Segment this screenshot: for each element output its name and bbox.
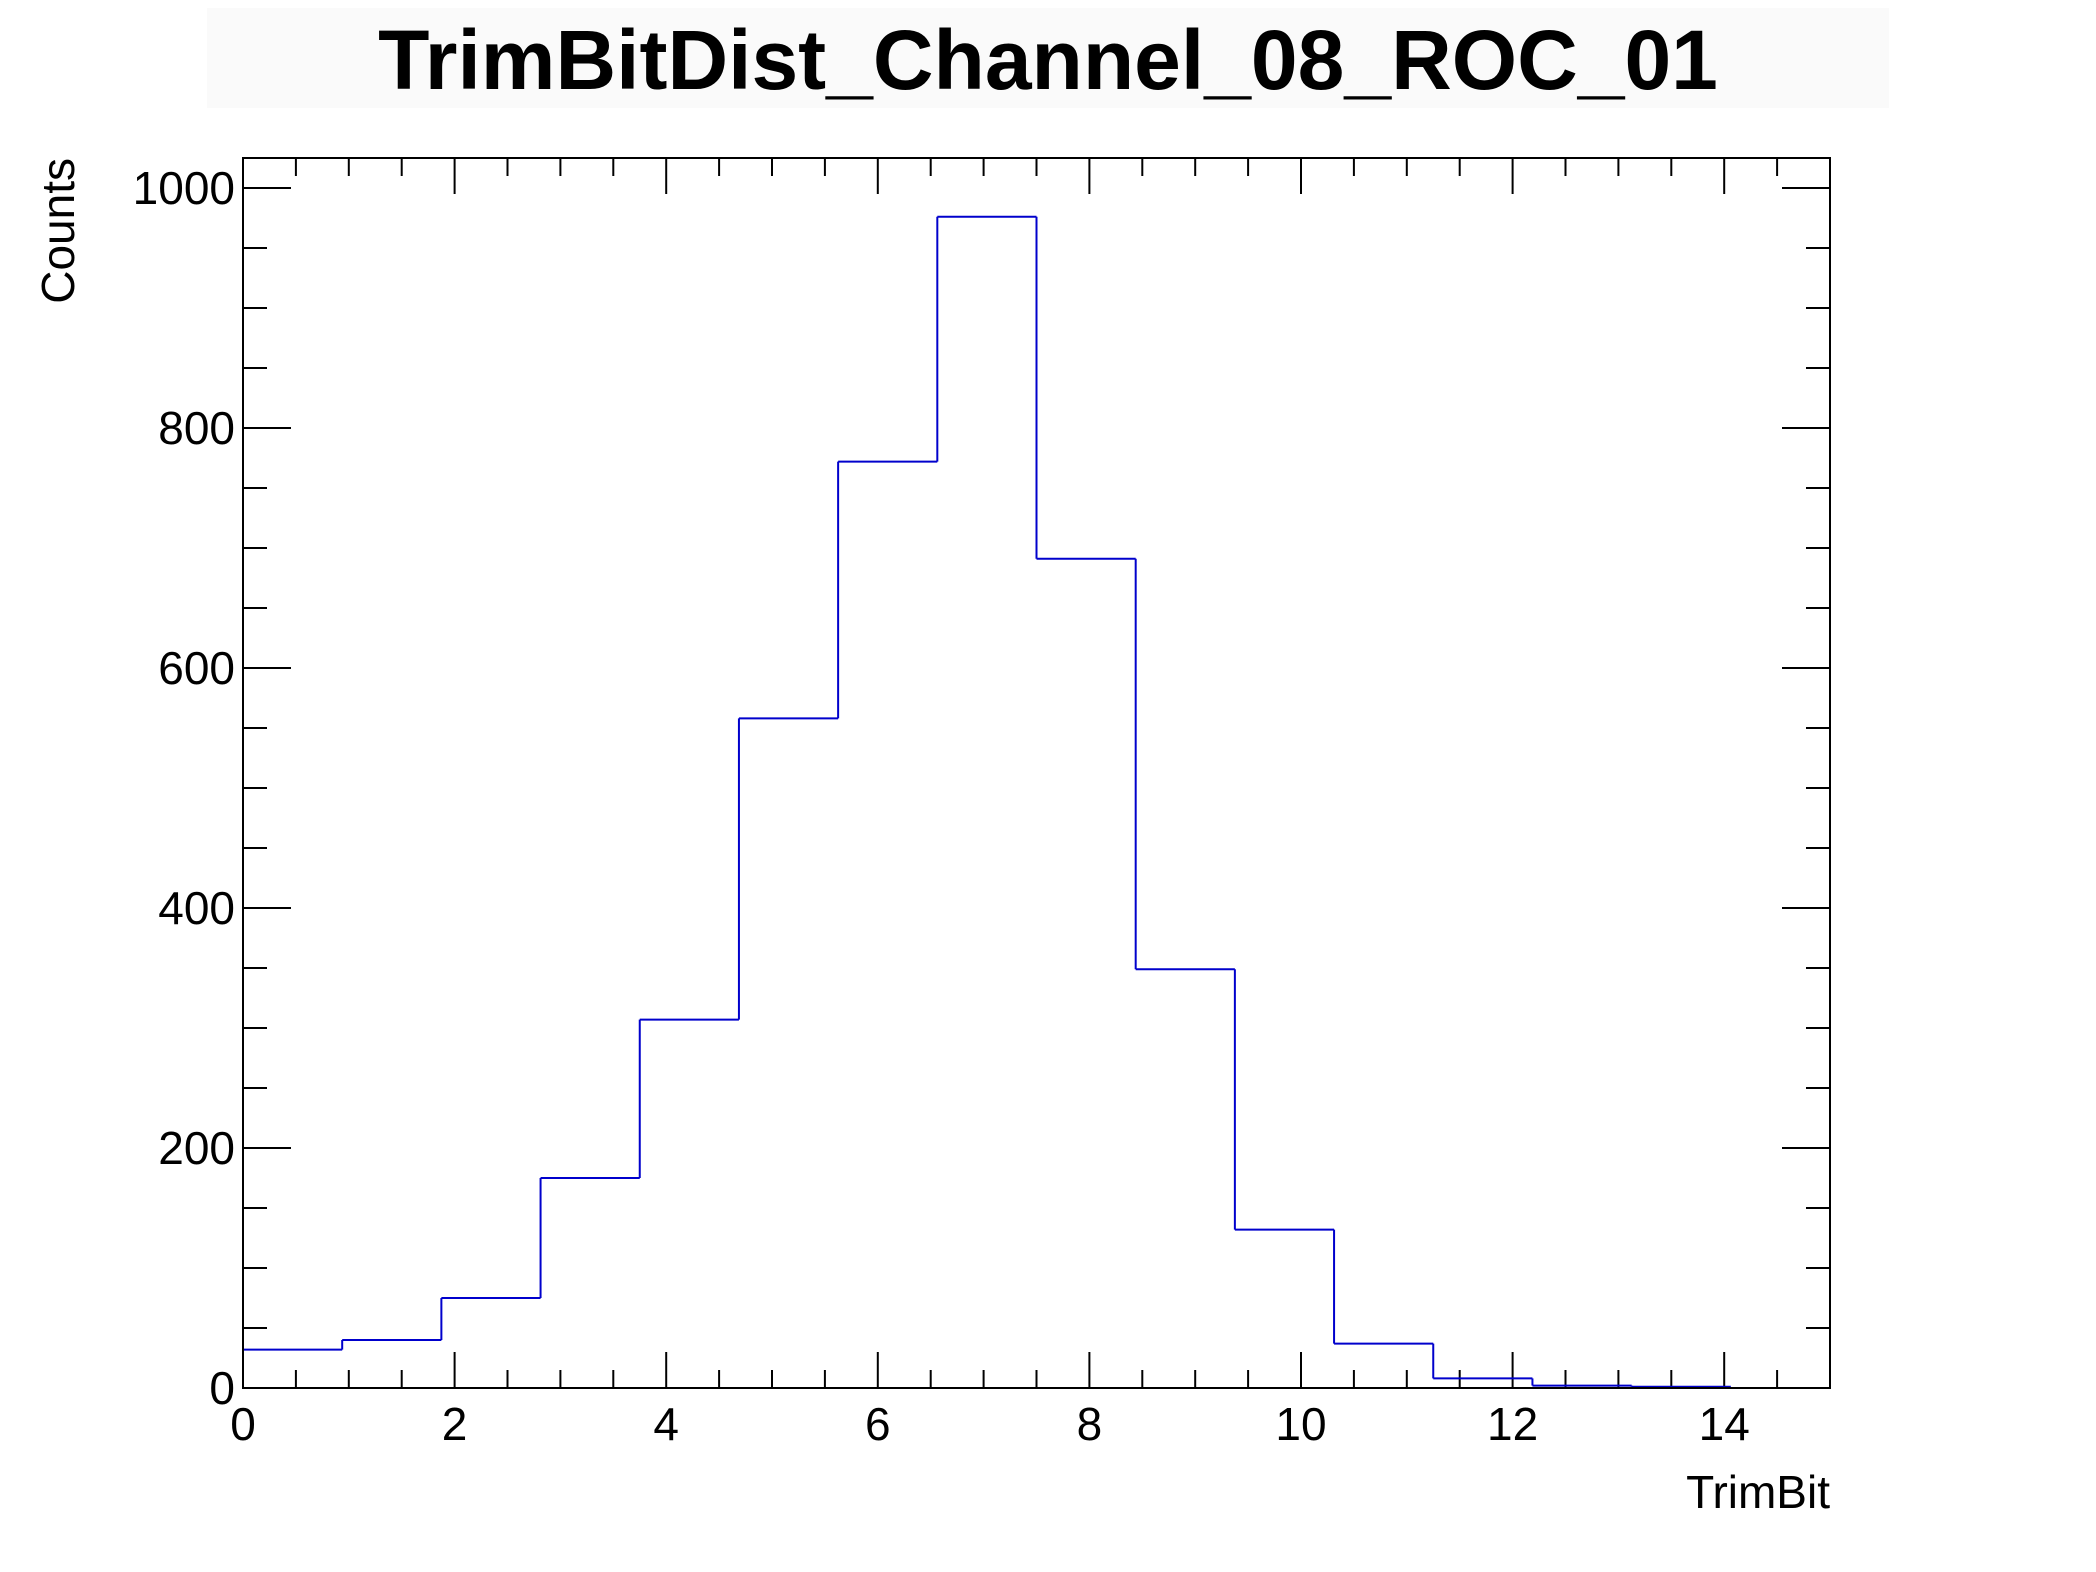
plot-frame xyxy=(242,157,1831,1389)
y-tick-label: 1000 xyxy=(133,162,235,214)
y-tick-label: 600 xyxy=(158,642,235,694)
x-tick-label: 12 xyxy=(1487,1398,1538,1450)
y-axis-label: Counts xyxy=(32,158,84,304)
y-tick-label: 400 xyxy=(158,882,235,934)
title-band xyxy=(207,8,1889,108)
x-axis-label: TrimBit xyxy=(1686,1466,1830,1518)
x-tick-label: 6 xyxy=(865,1398,891,1450)
tick-labels: 0 2 4 6 8 10 12 14 0 200 400 600 800 1000 xyxy=(133,162,1750,1450)
axis-ticks xyxy=(242,158,1831,1389)
x-tick-label: 8 xyxy=(1077,1398,1103,1450)
y-tick-label: 800 xyxy=(158,402,235,454)
y-tick-label: 200 xyxy=(158,1122,235,1174)
x-tick-label: 0 xyxy=(230,1398,256,1450)
histogram-layer xyxy=(242,215,1731,1388)
x-tick-label: 4 xyxy=(653,1398,679,1450)
x-tick-label: 10 xyxy=(1275,1398,1326,1450)
x-tick-label: 2 xyxy=(442,1398,468,1450)
chart-title: TrimBitDist_Channel_08_ROC_01 xyxy=(378,13,1718,107)
y-tick-label: 0 xyxy=(209,1362,235,1414)
x-tick-label: 14 xyxy=(1699,1398,1750,1450)
